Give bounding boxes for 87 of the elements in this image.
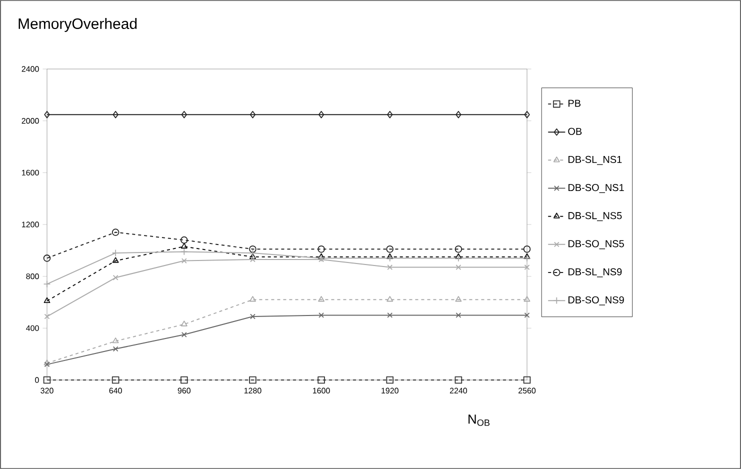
legend-label: DB-SL_NS1	[568, 156, 622, 165]
point	[454, 254, 462, 262]
point	[250, 256, 256, 262]
point	[456, 110, 462, 118]
legend-label: OB	[568, 128, 582, 135]
point	[180, 376, 188, 384]
point	[386, 253, 394, 259]
point	[318, 296, 325, 302]
point	[249, 245, 256, 253]
point	[318, 110, 324, 118]
point	[112, 228, 120, 236]
chart-title: MemoryOverhead	[18, 18, 137, 32]
point	[456, 312, 462, 318]
point	[43, 280, 51, 288]
legend-label: DB-SO_NS9	[568, 296, 624, 306]
point	[112, 274, 118, 280]
point	[180, 242, 188, 249]
legend-label: DB-SL_NS5	[568, 212, 622, 222]
point	[386, 296, 394, 302]
y-tick-label: 2400	[22, 66, 39, 72]
point	[44, 110, 50, 118]
x-tick-label: 1920	[382, 388, 398, 394]
point	[249, 376, 256, 384]
y-tick-label: 400	[26, 325, 39, 331]
point	[387, 110, 393, 118]
point	[456, 264, 462, 270]
point	[44, 314, 50, 320]
point	[386, 254, 394, 262]
legend-label: PB	[568, 100, 580, 107]
point	[43, 254, 51, 262]
point	[523, 254, 531, 262]
point	[44, 297, 50, 304]
y-tick-label: 1600	[22, 170, 39, 176]
x-tick-label: 960	[178, 388, 191, 394]
point	[112, 110, 118, 118]
point	[524, 264, 530, 270]
point	[386, 376, 394, 384]
point	[112, 257, 119, 263]
y-tick-label: 1200	[22, 222, 39, 228]
x-tick-label: 2240	[450, 388, 468, 394]
point	[455, 253, 462, 259]
point	[250, 314, 256, 320]
point	[524, 110, 530, 118]
point	[387, 312, 393, 318]
point	[524, 296, 530, 302]
point	[181, 332, 187, 338]
point	[524, 253, 530, 259]
point	[112, 249, 120, 257]
point	[454, 245, 462, 253]
point	[180, 248, 188, 256]
point	[249, 253, 256, 259]
point	[318, 376, 325, 384]
y-tick-label: 2000	[22, 118, 39, 124]
x-tick-label: 640	[109, 388, 122, 394]
point	[524, 312, 530, 318]
x-tick-label: 320	[40, 388, 54, 394]
point	[43, 376, 51, 384]
legend-label: DB-SO_NS5	[568, 240, 624, 250]
point	[181, 258, 187, 264]
x-tick-label: 1600	[313, 388, 330, 394]
point	[318, 312, 324, 318]
point	[523, 245, 531, 253]
legend-label: DB-SO_NS1	[568, 184, 624, 193]
y-tick-label: 0	[35, 377, 39, 383]
x-tick-label: 2560	[518, 388, 536, 394]
point	[318, 254, 325, 262]
point	[318, 253, 325, 259]
point	[180, 320, 188, 326]
point	[249, 296, 256, 302]
point	[454, 376, 462, 384]
point	[249, 249, 256, 257]
y-tick-label: 800	[26, 274, 39, 280]
x-axis-title: N$_{OB}$	[468, 414, 490, 426]
point	[523, 376, 531, 384]
legend-label: DB-SL_NS9	[568, 268, 622, 278]
x-tick-label: 1280	[244, 388, 262, 394]
point	[112, 346, 118, 352]
point	[181, 110, 187, 118]
point	[318, 256, 324, 262]
point	[387, 264, 393, 270]
point	[250, 110, 256, 118]
point	[455, 296, 462, 302]
point	[112, 337, 119, 344]
point	[180, 236, 188, 244]
point	[318, 245, 325, 253]
point	[386, 245, 394, 253]
point	[112, 376, 120, 384]
